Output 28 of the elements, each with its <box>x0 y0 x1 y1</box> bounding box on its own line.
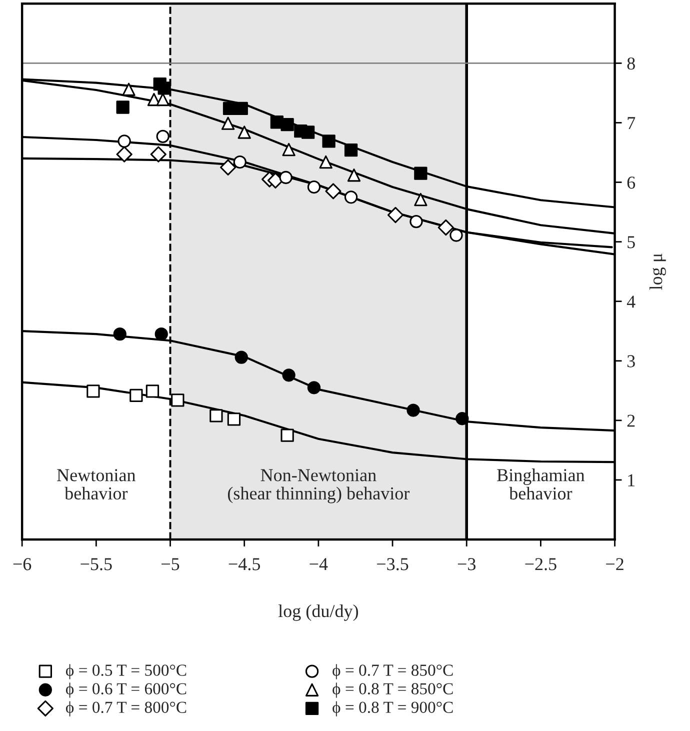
x-axis-title: log (du/dy) <box>278 604 358 621</box>
x-tick-label: −2 <box>606 558 624 570</box>
annotation: Binghamian behavior <box>497 468 585 500</box>
y-axis-title: log μ <box>650 254 666 290</box>
legend-label: ϕ = 0.8 T = 900°C <box>332 701 453 716</box>
legend-label: ϕ = 0.6 T = 600°C <box>66 682 186 698</box>
x-tick-label: −5 <box>162 558 180 570</box>
legend-label: ϕ = 0.7 T = 800°C <box>66 701 186 716</box>
x-tick-label: −2.5 <box>525 558 556 570</box>
x-tick-label: −3 <box>458 558 476 570</box>
y-tick-label: 1 <box>628 474 635 486</box>
annotation: Newtonian behavior <box>57 469 136 500</box>
y-tick-label: 4 <box>626 296 636 308</box>
band-label: Non-Newtonian (shear thinning) behavior <box>228 469 410 504</box>
y-tick-label: 7 <box>628 117 636 129</box>
y-tick-label: 8 <box>627 57 635 70</box>
x-tick-label: −4.5 <box>228 558 260 570</box>
legend-label: ϕ = 0.7 T = 850°C <box>332 664 453 680</box>
y-tick-label: 2 <box>627 414 635 427</box>
legend-label: ϕ = 0.8 T = 850°C <box>332 682 453 698</box>
x-tick-label: −4 <box>310 558 328 570</box>
y-tick-label: 5 <box>628 236 635 248</box>
x-tick-label: −6 <box>13 558 32 570</box>
legend-label: ϕ = 0.5 T = 500°C <box>66 664 186 680</box>
y-tick-label: 6 <box>627 176 636 189</box>
x-tick-label: −5.5 <box>80 558 112 570</box>
x-tick-label: −3.5 <box>377 558 408 570</box>
y-tick-label: 3 <box>627 355 635 368</box>
